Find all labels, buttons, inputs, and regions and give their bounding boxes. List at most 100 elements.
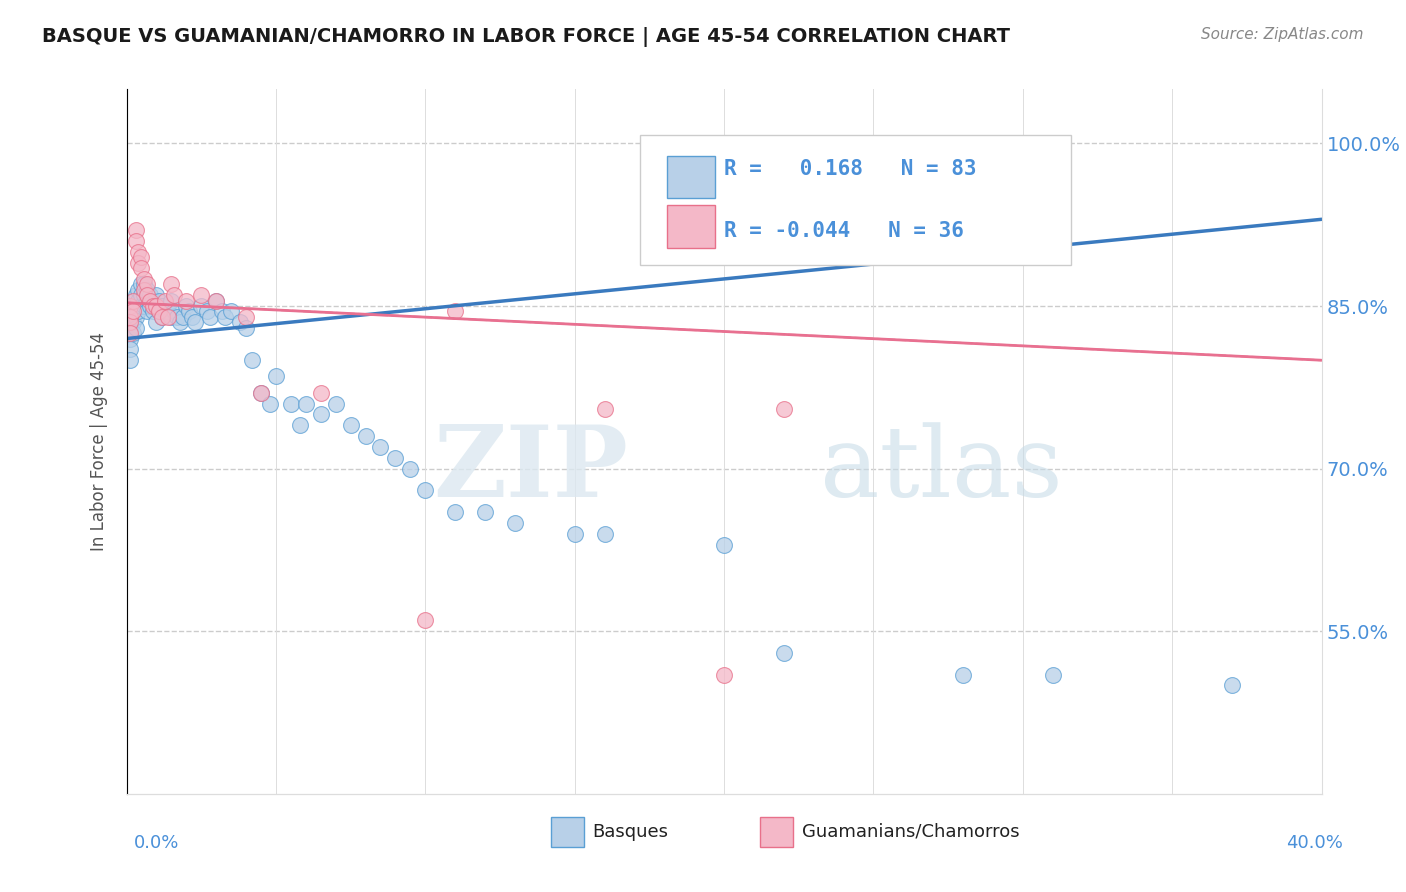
Text: 0.0%: 0.0% <box>134 834 179 852</box>
Point <box>124 299 146 313</box>
Point <box>134 277 156 292</box>
Y-axis label: In Labor Force | Age 45-54: In Labor Force | Age 45-54 <box>90 332 108 551</box>
Point <box>131 299 153 313</box>
Point <box>118 299 141 313</box>
Point <box>503 516 526 530</box>
Point <box>250 385 273 400</box>
Point <box>157 310 180 324</box>
Point <box>184 315 207 329</box>
Point <box>121 293 143 308</box>
Point <box>713 667 735 681</box>
Point <box>134 299 156 313</box>
Point <box>219 304 242 318</box>
Point <box>118 353 141 368</box>
Text: ZIP: ZIP <box>433 421 628 518</box>
Point <box>152 310 174 324</box>
Point <box>145 315 167 329</box>
Point <box>124 320 146 334</box>
Bar <box>551 817 585 847</box>
Point <box>166 310 188 324</box>
Bar <box>666 205 714 248</box>
Point <box>399 461 422 475</box>
Point <box>134 272 156 286</box>
Point <box>713 537 735 551</box>
Point <box>131 250 153 264</box>
Bar <box>759 817 793 847</box>
Point <box>148 293 170 308</box>
Point <box>773 402 796 417</box>
Point <box>118 310 141 324</box>
Point <box>264 369 287 384</box>
Point <box>163 304 186 318</box>
Point <box>155 293 177 308</box>
Point <box>444 304 467 318</box>
Point <box>229 315 252 329</box>
Point <box>190 288 212 302</box>
Text: atlas: atlas <box>820 422 1063 517</box>
Point <box>124 288 146 302</box>
Point <box>157 304 180 318</box>
Text: R =   0.168   N = 83: R = 0.168 N = 83 <box>724 159 977 179</box>
Point <box>136 304 159 318</box>
Point <box>415 614 437 628</box>
Point <box>145 299 167 313</box>
Point <box>118 299 141 313</box>
Point <box>124 234 146 248</box>
Point <box>280 396 302 410</box>
Point <box>152 310 174 324</box>
Point <box>294 396 316 410</box>
Point <box>160 310 183 324</box>
Point <box>118 332 141 346</box>
Point <box>131 288 153 302</box>
Point <box>288 418 311 433</box>
Text: Guamanians/Chamorros: Guamanians/Chamorros <box>801 823 1019 841</box>
Point <box>148 304 170 318</box>
Point <box>121 304 143 318</box>
Point <box>309 385 332 400</box>
Point <box>174 299 197 313</box>
Point <box>118 326 141 340</box>
Point <box>235 310 257 324</box>
Point <box>142 293 165 308</box>
Point <box>205 293 228 308</box>
Point <box>121 293 143 308</box>
Point <box>179 304 201 318</box>
Point <box>118 315 141 329</box>
Point <box>139 299 162 313</box>
Point <box>181 310 204 324</box>
Point <box>142 304 165 318</box>
Text: 40.0%: 40.0% <box>1286 834 1343 852</box>
Point <box>118 310 141 324</box>
Point <box>240 353 263 368</box>
Point <box>124 310 146 324</box>
Point <box>325 396 347 410</box>
Point <box>134 288 156 302</box>
Point <box>564 526 586 541</box>
Point <box>309 408 332 422</box>
Point <box>127 244 149 259</box>
Point <box>118 320 141 334</box>
Point <box>118 343 141 357</box>
Point <box>211 304 233 318</box>
Point <box>1220 678 1243 692</box>
Point <box>121 315 143 329</box>
Point <box>145 288 167 302</box>
Point <box>235 320 257 334</box>
Point <box>415 483 437 498</box>
Point <box>384 450 406 465</box>
Point <box>127 283 149 297</box>
Text: R = -0.044   N = 36: R = -0.044 N = 36 <box>724 221 965 241</box>
Text: BASQUE VS GUAMANIAN/CHAMORRO IN LABOR FORCE | AGE 45-54 CORRELATION CHART: BASQUE VS GUAMANIAN/CHAMORRO IN LABOR FO… <box>42 27 1010 46</box>
Point <box>190 299 212 313</box>
Point <box>250 385 273 400</box>
Point <box>124 223 146 237</box>
Point <box>444 505 467 519</box>
Point <box>160 277 183 292</box>
Point <box>773 646 796 660</box>
Point <box>127 293 149 308</box>
Point <box>152 299 174 313</box>
Bar <box>666 156 714 198</box>
Point <box>259 396 281 410</box>
Point <box>148 304 170 318</box>
Point <box>127 304 149 318</box>
